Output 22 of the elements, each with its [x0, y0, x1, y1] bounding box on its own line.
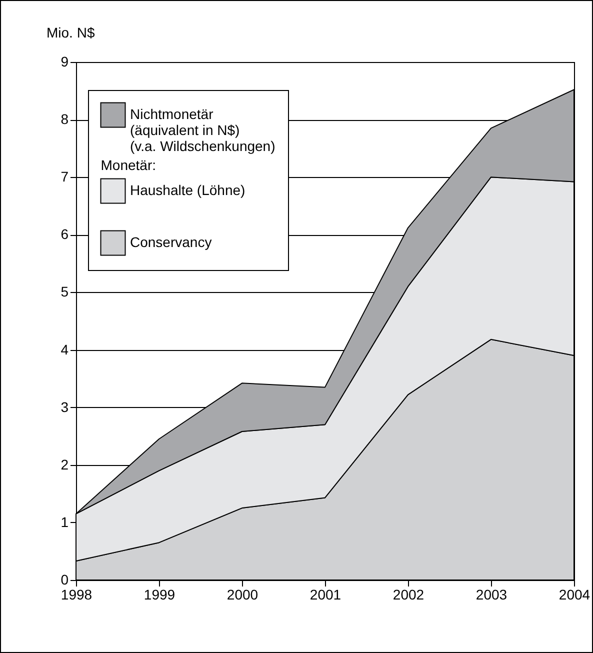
x-tick-label: 1999	[144, 586, 176, 602]
y-tick-label: 8	[60, 111, 69, 128]
x-tick-label: 2003	[476, 586, 508, 602]
y-tick-label: 3	[60, 398, 69, 415]
x-tick-label: 2004	[558, 586, 590, 602]
y-tick-label: 7	[60, 168, 69, 185]
y-axis-title: Mio. N$	[46, 24, 95, 40]
y-tick-label: 2	[60, 456, 69, 472]
y-tick-label: 4	[60, 341, 69, 358]
legend-label: Conservancy	[130, 234, 212, 250]
x-tick-label: 2000	[226, 586, 258, 602]
y-tick-label: 1	[60, 514, 69, 530]
y-tick-label: 5	[60, 284, 69, 300]
legend-label: Nichtmonetär (äquivalent in N$) (v.a. Wildschenkungen)	[130, 106, 276, 154]
y-tick-label: 6	[60, 226, 69, 242]
legend-label: Haushalte (Löhne)	[130, 182, 246, 198]
x-tick-label: 1998	[60, 586, 92, 602]
x-tick-label: 2001	[310, 586, 342, 602]
x-tick-label: 2002	[392, 586, 424, 602]
y-tick-label: 9	[60, 54, 69, 70]
y-tick-label: 0	[60, 572, 69, 588]
annotation: Monetär:	[100, 157, 156, 174]
